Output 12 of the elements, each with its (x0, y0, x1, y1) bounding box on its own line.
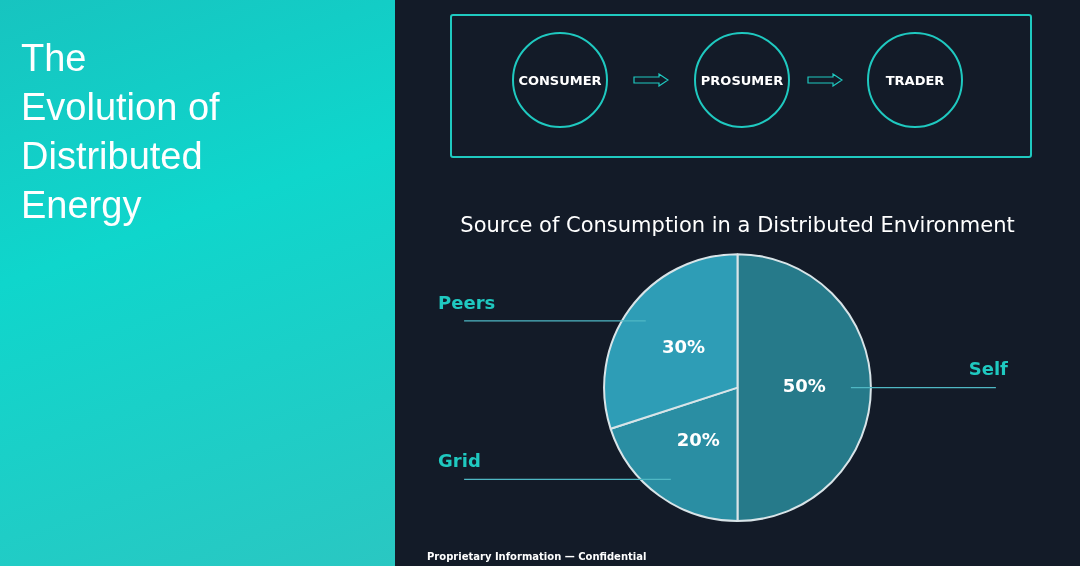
data-label: 30% (661, 336, 706, 358)
text: The Evolution of Distributed Energy (21, 36, 221, 228)
slice-label: Self (968, 358, 1009, 380)
data-label: 20% (676, 429, 720, 451)
ring: CONSUMER (512, 32, 608, 128)
ring: PROSUMER (694, 32, 790, 128)
slice-label: Peers (438, 291, 496, 313)
text: Proprietary Information — Confidential (427, 551, 647, 562)
data-label: 50% (782, 375, 826, 397)
ring: TRADER (867, 32, 963, 128)
chart-title: Source of Consumption in a Distributed Environment (460, 213, 1015, 238)
slice-label: Grid (438, 450, 481, 472)
